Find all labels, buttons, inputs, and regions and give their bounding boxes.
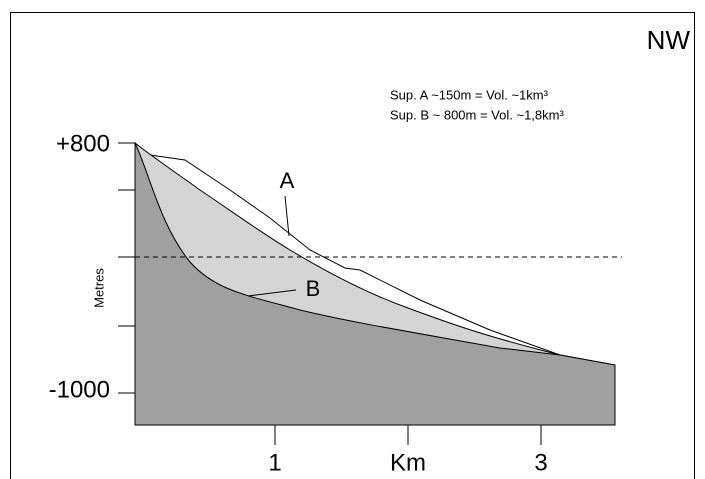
surface-label: A bbox=[280, 168, 295, 193]
y-top-label: +800 bbox=[56, 130, 110, 157]
y-bottom-label: -1000 bbox=[49, 376, 110, 403]
note: Sup. A ~150m = Vol. ~1km³ bbox=[390, 87, 549, 102]
x-label: Km bbox=[390, 449, 426, 476]
surface-label: B bbox=[306, 276, 321, 301]
note: Sup. B ~ 800m = Vol. ~1,8km³ bbox=[390, 107, 564, 122]
y-ticks bbox=[118, 142, 135, 394]
x-ticks bbox=[274, 425, 542, 445]
y-axis-title: Metres bbox=[91, 268, 106, 308]
bedrock bbox=[134, 142, 616, 426]
leader-b bbox=[247, 289, 297, 297]
direction: NW bbox=[647, 25, 691, 55]
x-label: 1 bbox=[268, 449, 281, 476]
leader-a bbox=[284, 195, 290, 237]
x-label: 3 bbox=[534, 449, 547, 476]
